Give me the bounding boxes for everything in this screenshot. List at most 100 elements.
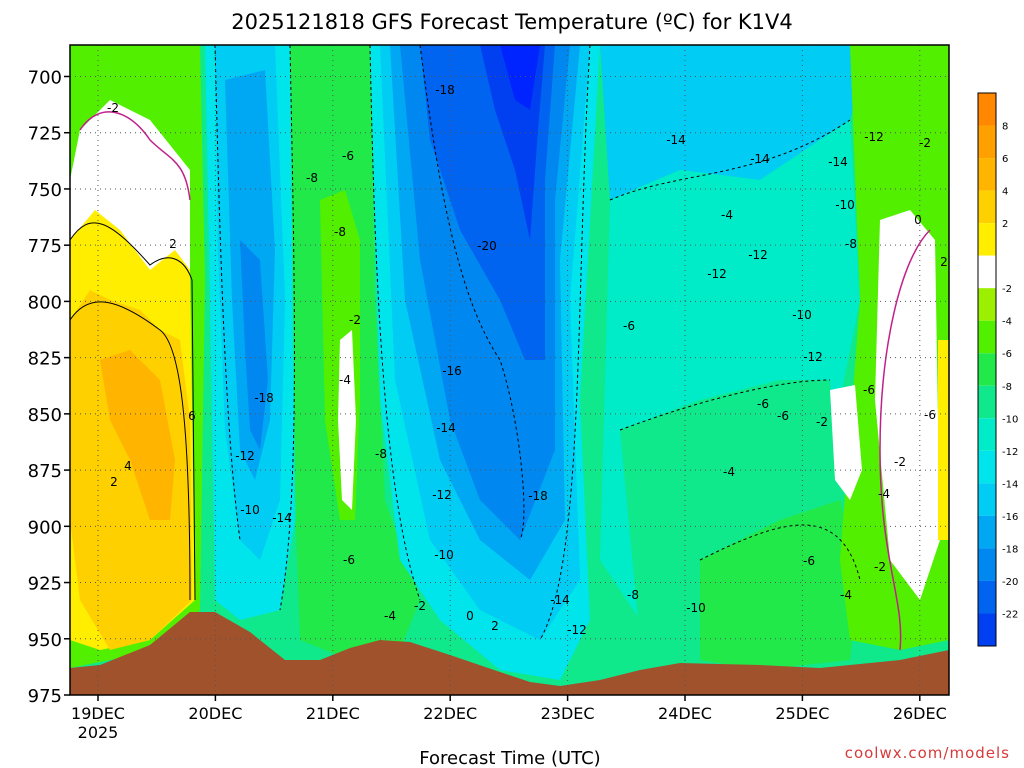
contour-label: -2	[874, 560, 886, 574]
contour-label: -20	[477, 239, 497, 253]
contour-label: -10	[686, 601, 706, 615]
contour-label: -12	[432, 488, 452, 502]
temperature-fields	[70, 45, 949, 680]
y-tick-label: 700	[28, 67, 62, 88]
contour-label: 0	[914, 213, 922, 227]
colorbar-label: -22	[1002, 609, 1018, 620]
colorbar-label: -20	[1002, 577, 1018, 588]
contour-label: -12	[235, 449, 255, 463]
colorbar-label: 4	[1002, 187, 1008, 198]
contour-label: -10	[240, 503, 260, 517]
x-tick-label: 19DEC	[71, 704, 125, 723]
contour-solid-warm	[70, 222, 196, 601]
colorbar-label: 8	[1002, 122, 1008, 133]
contour-label: -2	[414, 599, 426, 613]
colorbar-swatch	[978, 125, 996, 159]
colorbar-swatch	[978, 255, 996, 289]
colorbar-swatch	[978, 190, 996, 224]
y-tick-label: 975	[28, 686, 62, 707]
colorbar-swatch	[978, 223, 996, 256]
y-tick-label: 775	[28, 236, 62, 257]
contour-label: 4	[124, 459, 132, 473]
y-tick-label: 825	[28, 349, 62, 370]
field-deepblue-transition	[240, 240, 268, 450]
contour-label: 2	[940, 255, 948, 269]
contour-label: -6	[777, 409, 789, 423]
x-axis: 19DEC 20DEC 21DEC 22DEC 23DEC 24DEC 25DEC 26DEC…	[71, 695, 947, 742]
colorbar-swatch	[978, 158, 996, 191]
y-axis: 700 725 750 775 800 825 850 875 900 925 950 975	[28, 67, 70, 707]
contour-label: -4	[723, 465, 735, 479]
y-tick-label: 875	[28, 461, 62, 482]
contour-label: -4	[878, 487, 890, 501]
contour-dashed-c	[369, 45, 421, 601]
x-tick-label: 25DEC	[775, 704, 829, 723]
colorbar-swatch	[978, 515, 996, 549]
contour-label: -14	[828, 155, 848, 169]
contour-dashed-a	[214, 45, 241, 541]
contour-label: -6	[924, 408, 936, 422]
colorbar-label: 2	[1002, 219, 1008, 230]
colorbar-label: -6	[1002, 349, 1012, 360]
y-tick-label: 950	[28, 630, 62, 651]
field-white-east-patch	[830, 385, 862, 500]
contour-label: -6	[863, 383, 875, 397]
x-tick-label: 21DEC	[306, 704, 360, 723]
contour-label: -2	[919, 136, 931, 150]
colorbar-label: -2	[1002, 284, 1012, 295]
colorbar-label: -14	[1002, 479, 1018, 490]
contour-label: -12	[567, 623, 587, 637]
y-tick-label: 750	[28, 180, 62, 201]
contour-label: -4	[384, 609, 396, 623]
contour-label: -8	[306, 171, 318, 185]
colorbar-swatch	[978, 483, 996, 516]
contour-label: -4	[721, 208, 733, 222]
contour-label: -14	[272, 511, 292, 525]
x-tick-label: 22DEC	[423, 704, 477, 723]
contour-label: -12	[803, 350, 823, 364]
contour-label: -10	[434, 548, 454, 562]
colorbar-swatch	[978, 548, 996, 581]
colorbar-top-cap	[978, 93, 996, 126]
contour-label: -12	[748, 248, 768, 262]
colorbar-label: -8	[1002, 382, 1012, 393]
contour-label: -14	[750, 152, 770, 166]
x-tick-label: 26DEC	[893, 704, 947, 723]
colorbar-label: -10	[1002, 414, 1018, 425]
contour-label: -12	[864, 130, 884, 144]
contour-label: -2	[816, 415, 828, 429]
contour-magenta-west	[79, 111, 191, 201]
colorbar-label: -12	[1002, 447, 1018, 458]
colorbar-swatch	[978, 580, 996, 614]
colorbar-label: -18	[1002, 544, 1018, 555]
contour-dashed-d	[419, 45, 525, 541]
contour-label: -8	[375, 447, 387, 461]
grid-lines	[70, 45, 949, 696]
contour-label: -8	[627, 588, 639, 602]
contour-label: -10	[792, 308, 812, 322]
contour-label: -2	[894, 455, 906, 469]
contour-dashed-b	[279, 45, 295, 611]
contour-dashed-e	[539, 45, 591, 641]
contour-labels: -22642-18-14-14-6-8-8-2-4-18-12-10-14-20…	[107, 83, 948, 637]
field-white-east	[875, 210, 940, 600]
x-tick-year: 2025	[78, 723, 119, 742]
contour-label: -10	[835, 198, 855, 212]
field-extreme-core	[500, 45, 540, 110]
colorbar-swatch	[978, 418, 996, 451]
watermark: coolwx.com/models	[845, 744, 1010, 762]
field-yellow-east	[938, 340, 949, 540]
colorbar-swatch	[978, 613, 996, 646]
colorbar-frame	[977, 92, 997, 647]
contour-label: -16	[442, 364, 462, 378]
y-tick-label: 850	[28, 405, 62, 426]
contour-lines	[70, 45, 931, 651]
colorbar-label: -4	[1002, 317, 1012, 328]
colorbar-swatch	[978, 385, 996, 419]
field-darkorange-west	[100, 350, 175, 520]
y-tick-label: 725	[28, 124, 62, 145]
contour-label: -6	[623, 319, 635, 333]
contour-label: -14	[550, 593, 570, 607]
colorbar-swatch	[978, 450, 996, 484]
contour-label: -6	[342, 149, 354, 163]
